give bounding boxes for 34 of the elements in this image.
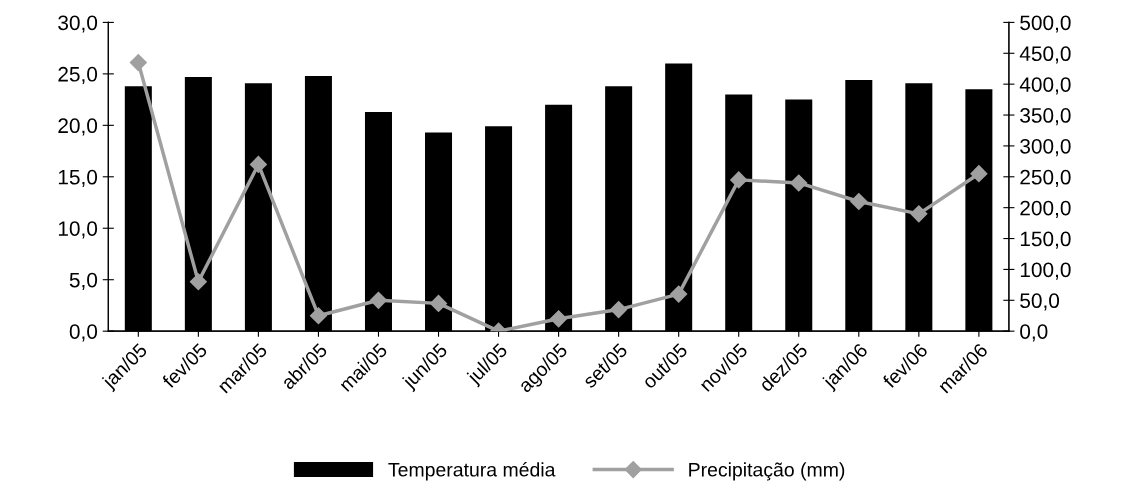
y-tick-label: 0,0 xyxy=(69,324,98,342)
point xyxy=(910,205,928,223)
legend-label: Precipitação (mm) xyxy=(689,462,845,481)
point xyxy=(550,310,568,328)
point xyxy=(670,285,688,303)
y2-tick-label: 300,0 xyxy=(1020,138,1071,157)
y-tick-label: 5,0 xyxy=(69,272,98,290)
y2-tick-label: 150,0 xyxy=(1020,231,1071,249)
y2-tick-label: 100,0 xyxy=(1020,262,1071,280)
y2-tick-label: 0,0 xyxy=(1020,324,1048,342)
y2-tick-label: 500,0 xyxy=(1020,15,1071,33)
y-tick-label: 20,0 xyxy=(58,118,98,136)
y-tick-label: 25,0 xyxy=(58,66,98,85)
legend-label: Temperatura média xyxy=(388,462,556,481)
y2-tick-label: 50,0 xyxy=(1020,293,1060,311)
point xyxy=(369,291,388,309)
point xyxy=(970,165,988,183)
point xyxy=(249,155,267,173)
y-tick-label: 10,0 xyxy=(58,221,98,239)
point xyxy=(730,171,748,189)
point xyxy=(129,53,147,72)
point xyxy=(850,192,868,211)
point xyxy=(309,307,327,325)
y-tick-label: 15,0 xyxy=(58,169,98,187)
y2-tick-label: 450,0 xyxy=(1019,46,1071,64)
point xyxy=(189,273,207,291)
y2-tick-label: 400,0 xyxy=(1019,77,1071,95)
point xyxy=(790,174,808,192)
y2-tick-label: 250,0 xyxy=(1020,169,1071,187)
y2-tick-label: 200,0 xyxy=(1020,200,1071,218)
point xyxy=(610,301,628,319)
y2-tick-label: 350,0 xyxy=(1020,108,1071,126)
y-tick-label: 30,0 xyxy=(58,15,98,33)
point xyxy=(429,294,448,312)
